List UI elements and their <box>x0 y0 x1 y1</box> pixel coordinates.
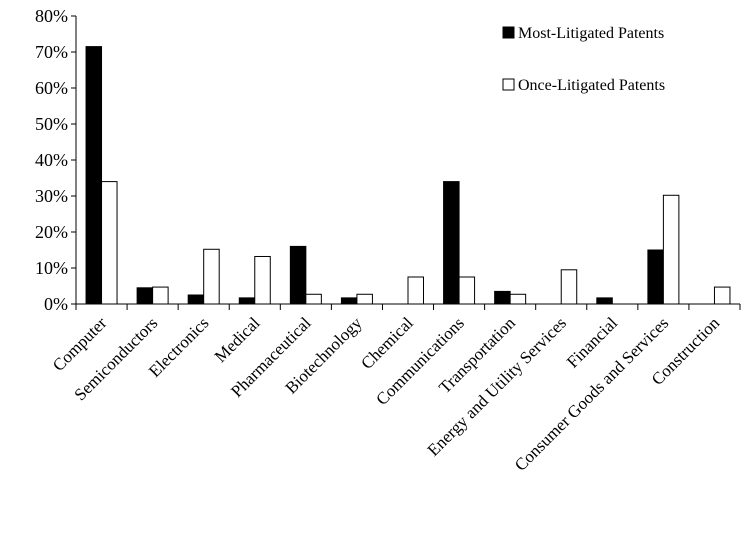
bar-once-litigated <box>305 293 322 305</box>
bar-most-litigated <box>187 294 205 305</box>
x-axis <box>75 303 741 310</box>
legend: Most-Litigated Patents Once-Litigated Pat… <box>502 25 665 94</box>
bar-once-litigated <box>254 255 271 305</box>
bar-once-litigated <box>152 286 169 305</box>
bar-most-litigated <box>647 249 664 305</box>
bar-most-litigated <box>85 46 103 305</box>
y-tick-label: 70% <box>35 42 68 62</box>
bar-once-litigated <box>509 293 527 305</box>
category-labels: ComputerSemiconductorsElectronicsMedical… <box>49 313 724 475</box>
bar-most-litigated <box>494 290 511 305</box>
bar-most-litigated <box>238 297 256 305</box>
legend-label: Most-Litigated Patents <box>518 25 664 42</box>
bar-once-litigated <box>713 286 731 305</box>
bar-most-litigated <box>443 181 460 305</box>
bar-once-litigated <box>662 194 680 305</box>
bar-once-litigated <box>407 276 424 305</box>
bar-most-litigated <box>136 287 154 305</box>
legend-swatch-most-litigated <box>502 26 515 39</box>
bar-once-litigated <box>101 181 118 305</box>
y-tick-label: 10% <box>35 258 68 278</box>
y-tick-label: 80% <box>35 6 68 26</box>
y-axis: 0% 10% 20% 30% 40% 50% 60% 70% 80% <box>35 6 77 314</box>
y-tick-label: 60% <box>35 78 68 98</box>
legend-swatch-once-litigated <box>502 78 515 91</box>
bar-most-litigated <box>596 297 613 305</box>
y-tick-label: 30% <box>35 186 68 206</box>
y-tick-label: 20% <box>35 222 68 242</box>
bar-most-litigated <box>340 297 358 305</box>
y-tick-label: 40% <box>35 150 68 170</box>
bars <box>85 46 731 305</box>
legend-label: Once-Litigated Patents <box>518 77 665 94</box>
bar-once-litigated <box>458 276 476 305</box>
bar-once-litigated <box>203 248 220 305</box>
bar-once-litigated <box>560 269 578 305</box>
category-label: Communications <box>372 313 468 409</box>
bar-once-litigated <box>356 293 373 305</box>
y-tick-label: 50% <box>35 114 68 134</box>
bar-most-litigated <box>289 245 307 305</box>
y-tick-label: 0% <box>44 294 68 314</box>
